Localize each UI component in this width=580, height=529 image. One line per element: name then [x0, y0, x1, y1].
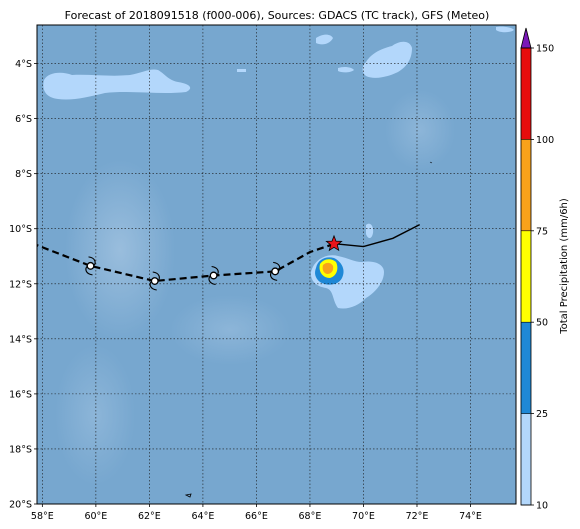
map-panel [37, 25, 516, 504]
cloud-texture [65, 160, 175, 340]
colorbar-extend-triangle [520, 27, 532, 49]
colorbar-tick-label: 10 [536, 501, 548, 512]
cyclone-symbol-icon [208, 265, 219, 286]
cloud-texture [385, 90, 455, 170]
y-tick-label: 4°S [15, 59, 32, 70]
y-tick-label: 12°S [9, 279, 32, 290]
x-tick-label: 74°E [459, 511, 482, 522]
map-frame [36, 24, 517, 505]
x-tick-label: 72°E [406, 511, 429, 522]
colorbar-segment [521, 48, 531, 140]
y-tick-label: 6°S [15, 114, 32, 125]
colorbar-label: Total Precipitation (mm/6h) [559, 198, 570, 335]
past-track-line [336, 223, 421, 248]
precipitation-very-heavy [322, 262, 334, 274]
cyclone-symbol-icon [149, 271, 160, 291]
colorbar-segment [521, 413, 531, 505]
colorbar-segment [521, 322, 531, 414]
island-outline [429, 161, 433, 164]
colorbar-segment [521, 230, 531, 323]
gridlines [37, 25, 516, 504]
x-tick-label: 58°E [31, 511, 54, 522]
colorbar: 10 25 50 75 100 150 Total Precipitation (mm/6… [520, 27, 570, 512]
current-position-star [325, 234, 343, 252]
colorbar-tick-label: 50 [536, 318, 548, 329]
colorbar-tick-label: 25 [536, 409, 548, 420]
x-tick-label: 70°E [352, 511, 375, 522]
y-tick-label: 20°S [9, 500, 32, 511]
island-outline [184, 493, 192, 498]
y-tick-label: 18°S [9, 444, 32, 455]
cloud-texture [170, 295, 290, 365]
x-tick-label: 62°E [138, 511, 161, 522]
y-tick-label: 8°S [15, 169, 32, 180]
map-title: Forecast of 2018091518 (f000-006), Sourc… [65, 9, 490, 22]
x-axis-ticks: 58°E 60°E 62°E 64°E 66°E 68°E 70°E 72°E 74°E [31, 504, 482, 522]
x-tick-label: 68°E [299, 511, 322, 522]
y-tick-label: 10°S [9, 224, 32, 235]
y-tick-label: 16°S [9, 389, 32, 400]
cyclone-symbol-icon [270, 261, 281, 281]
cyclone-symbol-icon [85, 256, 96, 276]
y-axis-ticks: 4°S 6°S 8°S 10°S 12°S 14°S 16°S 18°S 20°S [9, 59, 37, 511]
y-tick-label: 14°S [9, 334, 32, 345]
x-tick-label: 60°E [84, 511, 107, 522]
x-tick-label: 64°E [191, 511, 214, 522]
colorbar-tick-label: 150 [536, 44, 554, 55]
colorbar-tick-label: 75 [536, 226, 548, 237]
cloud-texture [55, 345, 135, 485]
colorbar-segment [521, 139, 531, 231]
colorbar-tick-label: 100 [536, 135, 554, 146]
x-tick-label: 66°E [245, 511, 268, 522]
